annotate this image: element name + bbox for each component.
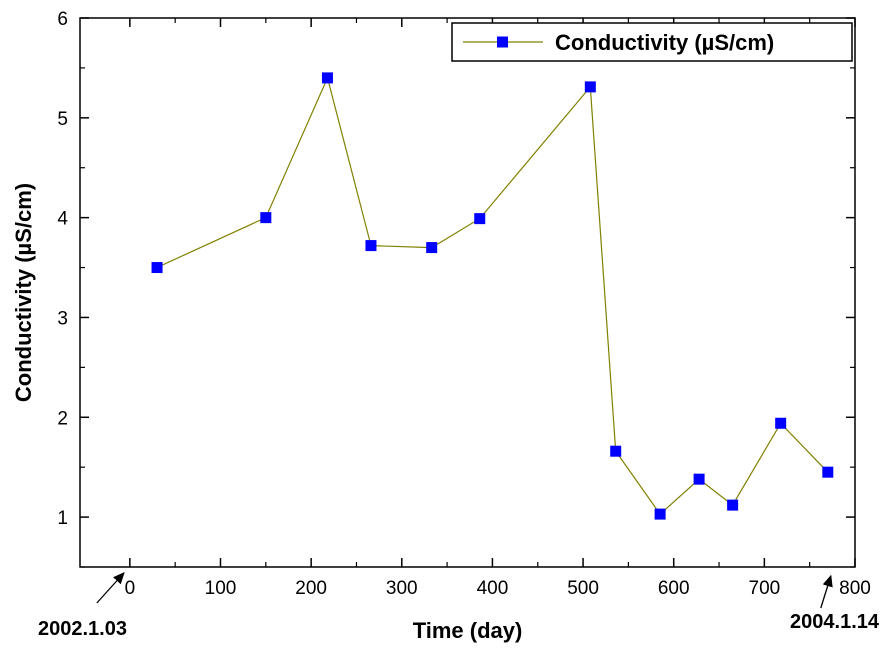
y-tick-label: 4: [57, 209, 68, 230]
data-point: [584, 81, 596, 93]
data-point: [775, 417, 787, 429]
legend-marker-swatch: [497, 36, 508, 48]
data-point: [365, 240, 377, 252]
data-point: [151, 262, 163, 274]
y-tick-label: 5: [57, 109, 68, 130]
annotations: 2002.1.03 2004.1.14: [38, 572, 880, 640]
legend: Conductivity (µS/cm): [451, 22, 853, 62]
x-tick-label: 700: [749, 578, 781, 599]
x-tick-label: 300: [386, 578, 418, 599]
y-tick-label: 2: [57, 408, 68, 429]
plot-frame: [79, 17, 856, 568]
data-point: [260, 212, 272, 224]
series-layer: [151, 72, 834, 520]
annotation-end-date: 2004.1.14: [790, 611, 880, 633]
x-axis-title: Time (day): [413, 618, 523, 643]
data-point: [610, 445, 622, 457]
series-line: [156, 76, 829, 515]
x-tick-label: 100: [205, 578, 237, 599]
y-tick-label: 1: [57, 508, 68, 529]
data-point: [654, 508, 666, 520]
y-axis-ticks: 1 2 3 4 5 6: [57, 9, 855, 568]
data-point: [474, 213, 486, 225]
annotation-arrow-start: [96, 572, 125, 604]
x-tick-label: 200: [295, 578, 327, 599]
data-point: [693, 473, 705, 485]
y-tick-label: 3: [57, 308, 68, 329]
x-axis-ticks: 0 100 200 300 400 500 600 700 800: [125, 18, 871, 599]
legend-label: Conductivity (µS/cm): [555, 30, 774, 55]
data-point: [321, 72, 333, 84]
data-point: [727, 499, 739, 511]
x-tick-label: 400: [477, 578, 509, 599]
x-tick-label: 500: [567, 578, 599, 599]
y-axis-title: Conductivity (µS/cm): [11, 183, 36, 402]
annotation-arrow-end: [820, 574, 833, 609]
annotation-start-date: 2002.1.03: [38, 618, 127, 640]
x-tick-label: 800: [839, 578, 871, 599]
y-tick-label: 6: [57, 9, 68, 30]
x-tick-label: 600: [658, 578, 690, 599]
data-point: [426, 242, 438, 254]
axes: [79, 17, 856, 568]
data-point: [822, 466, 834, 478]
x-tick-label: 0: [125, 578, 136, 599]
